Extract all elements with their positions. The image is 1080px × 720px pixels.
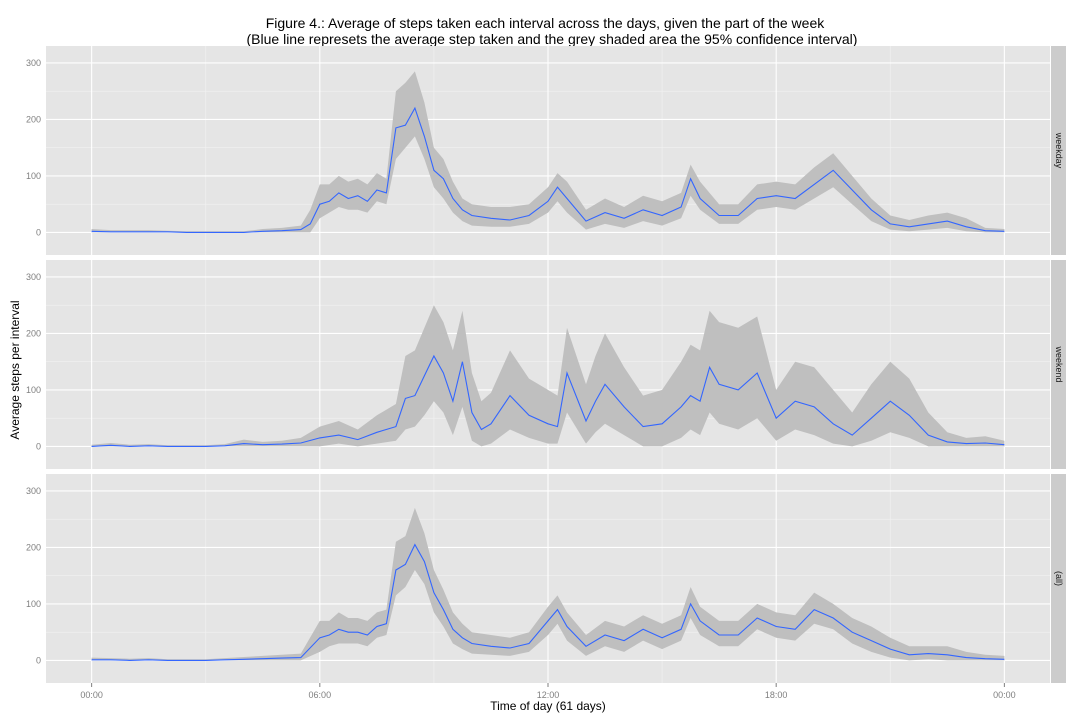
x-axis-ticks: 00:00 06:00 12:00 18:00 00:00 — [80, 683, 1016, 700]
facet-strip-label: weekend — [1054, 345, 1064, 382]
facet-strip-label: weekday — [1054, 132, 1064, 169]
x-tick-label: 00:00 — [993, 690, 1016, 700]
facet-strip — [1051, 260, 1066, 469]
y-tick-label: 300 — [26, 58, 41, 68]
y-tick-label: 100 — [26, 599, 41, 609]
facet-panel-weekend: 0 100 200 300 weekend — [26, 260, 1066, 469]
x-tick-label: 12:00 — [537, 690, 560, 700]
y-tick-label: 0 — [36, 441, 41, 451]
confidence-ribbon-95 — [91, 507, 1005, 661]
confidence-ribbon-95 — [91, 71, 1005, 233]
y-tick-label: 100 — [26, 171, 41, 181]
mean-steps-line — [91, 354, 1005, 447]
mean-steps-line — [91, 543, 1005, 661]
facet-panel-all: 0 100 200 300 (all) — [26, 474, 1066, 683]
facet-panels: 0 100 200 300 weekday 0 100 200 300 weekend 0 100 20… — [26, 46, 1066, 683]
y-tick-label: 200 — [26, 542, 41, 552]
y-tick-label: 300 — [26, 272, 41, 282]
x-tick-label: 00:00 — [80, 690, 103, 700]
chart-title-line-2: (Blue line represets the average step ta… — [247, 31, 858, 47]
y-tick-label: 200 — [26, 114, 41, 124]
y-axis-title: Average steps per interval — [8, 300, 22, 439]
y-tick-label: 0 — [36, 655, 41, 665]
y-tick-label: 100 — [26, 385, 41, 395]
chart-title-line-1: Figure 4.: Average of steps taken each i… — [266, 15, 826, 31]
y-tick-label: 0 — [36, 227, 41, 237]
facet-strip — [1051, 46, 1066, 255]
y-tick-label: 300 — [26, 486, 41, 496]
mean-steps-line — [91, 106, 1005, 233]
x-tick-label: 06:00 — [309, 690, 332, 700]
y-tick-label: 200 — [26, 328, 41, 338]
facet-panel-weekday: 0 100 200 300 weekday — [26, 46, 1066, 255]
x-axis-title: Time of day (61 days) — [490, 699, 606, 713]
facet-strip — [1051, 474, 1066, 683]
x-tick-label: 18:00 — [765, 690, 788, 700]
confidence-ribbon-95 — [91, 305, 1005, 447]
facet-strip-label: (all) — [1054, 571, 1064, 586]
